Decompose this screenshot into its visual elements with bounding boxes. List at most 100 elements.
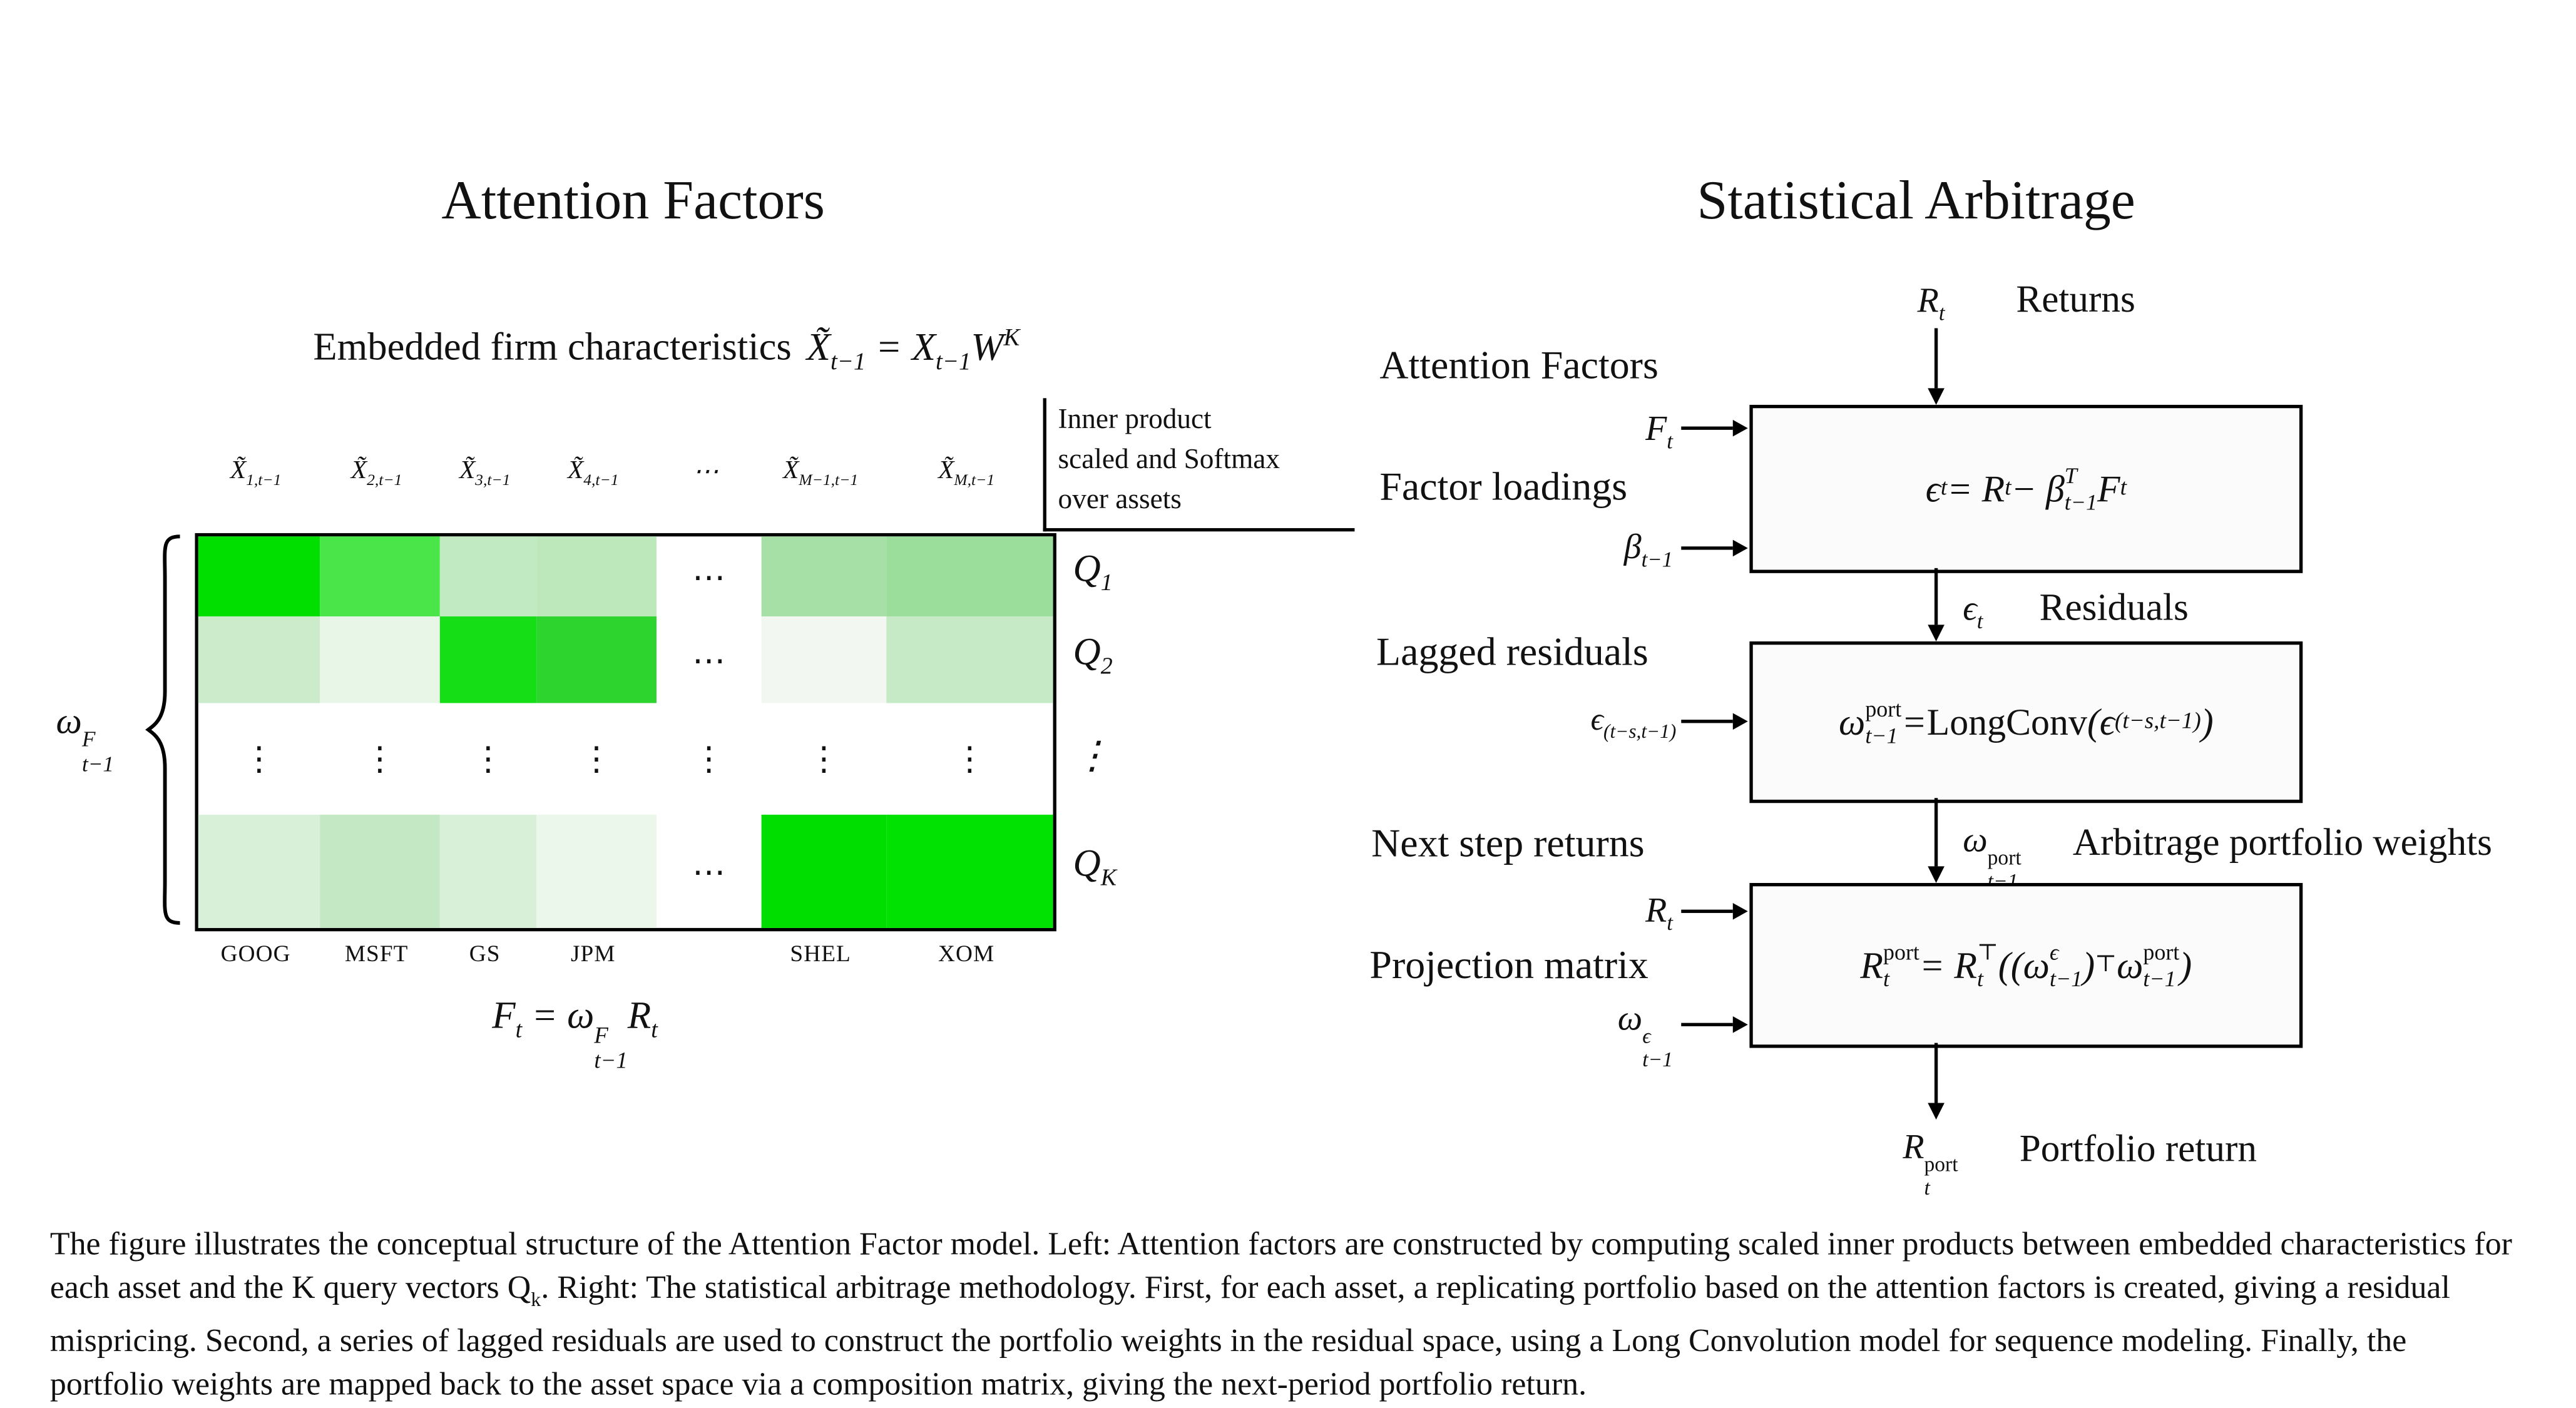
- matrix-row: ⋯: [198, 616, 1053, 703]
- ticker-label: GOOG: [220, 942, 291, 968]
- corner-note-line-1: Inner product: [1058, 403, 1212, 435]
- matrix-cell: [439, 814, 537, 928]
- arrow-beta-icon: [1681, 539, 1748, 556]
- box-longconv-formula: ω port t−1 = LongConv (ϵ (t−s,t−1)): [1749, 641, 2303, 803]
- arrow-omega-eps-icon: [1681, 1015, 1748, 1033]
- label-attention-factors: Attention Factors: [1379, 345, 1659, 389]
- arrow-returns-down-icon: [1926, 328, 1944, 405]
- matrix-row-labels: Q1 Q2 ⋮ QK: [1073, 533, 1190, 925]
- matrix-cell: ⋮: [242, 741, 276, 778]
- figure-caption: The figure illustrates the conceptual st…: [49, 1228, 2512, 1404]
- arrow-rt-icon: [1681, 902, 1748, 919]
- matrix-col-header: X̃M−1,t−1: [783, 456, 859, 490]
- matrix-col-header: X̃3,t−1: [459, 456, 511, 490]
- matrix-col-header: ⋯: [692, 458, 719, 487]
- input-omega-eps-math: ω ϵ t−1: [1617, 997, 1673, 1071]
- matrix-tickers: GOOG MSFT GS JPM SHEL XOM: [195, 943, 1050, 970]
- matrix-row: ⋯: [198, 814, 1053, 928]
- embedding-formula: X̃t−1 = Xt−1WK: [806, 325, 1020, 376]
- flow-residuals-math: ϵt: [1963, 588, 1983, 634]
- matrix-row: ⋮ ⋮ ⋮ ⋮ ⋮ ⋮ ⋮: [198, 703, 1053, 814]
- flow-weights-label: Arbitrage portfolio weights: [2072, 821, 2492, 864]
- matrix-cell: [761, 814, 887, 928]
- matrix-cell: ⋮: [807, 741, 841, 778]
- label-factor-loadings: Factor loadings: [1379, 466, 1628, 510]
- matrix-col-header: X̃2,t−1: [350, 456, 402, 490]
- arrow-box2-box3-icon: [1926, 798, 1944, 884]
- matrix-cell: ⋯: [692, 559, 726, 596]
- embedded-characteristics-label: Embedded firm characteristics: [313, 326, 792, 370]
- left-panel-title: Attention Factors: [441, 171, 825, 232]
- matrix-cell: [320, 814, 440, 928]
- matrix-cell: ⋯: [692, 854, 726, 890]
- matrix-row-label: Q1: [1073, 548, 1113, 597]
- ticker-label: [653, 943, 759, 970]
- matrix-cell: ⋮: [953, 741, 987, 778]
- matrix-cell: [886, 536, 1053, 617]
- label-projection-matrix: Projection matrix: [1369, 944, 1648, 988]
- matrix-cell: ⋮: [471, 741, 505, 778]
- matrix-cell: [886, 616, 1053, 703]
- label-next-step-returns: Next step returns: [1371, 823, 1645, 867]
- matrix-cell: ⋮: [580, 741, 613, 778]
- matrix-col-header: X̃M,t−1: [938, 456, 995, 490]
- flow-weights-math: ω port t−1: [1963, 819, 2021, 893]
- factor-matrix-grid: ⋯ ⋯ ⋮ ⋮ ⋮ ⋮ ⋮ ⋮ ⋮ ⋯: [195, 533, 1056, 932]
- ticker-label: GS: [469, 942, 501, 968]
- matrix-cell: [320, 536, 440, 617]
- input-ft-math: Ft: [1645, 408, 1673, 454]
- left-brace-icon: [145, 534, 180, 925]
- matrix-col-headers: X̃1,t−1 X̃2,t−1 X̃3,t−1 X̃4,t−1 ⋯ X̃M−1,t−1 X̃…: [195, 456, 1050, 489]
- matrix-cell: [536, 536, 657, 617]
- matrix-cell: [439, 616, 537, 703]
- flow-residuals-label: Residuals: [2039, 586, 2189, 628]
- matrix-cell: [198, 814, 320, 928]
- matrix-row: ⋯: [198, 536, 1053, 617]
- returns-input-label: Returns: [2016, 278, 2135, 320]
- matrix-cell: [536, 616, 657, 703]
- matrix-row-label: Q2: [1073, 631, 1113, 681]
- corner-note-vline: [1043, 398, 1046, 532]
- matrix-cell: [886, 814, 1053, 928]
- ticker-label: SHEL: [790, 942, 851, 968]
- matrix-col-header: X̃4,t−1: [568, 456, 619, 490]
- corner-note-line-2: scaled and Softmax: [1058, 443, 1280, 475]
- input-lagged-eps-math: ϵ(t−s,t−1): [1590, 703, 1677, 743]
- label-lagged-residuals: Lagged residuals: [1376, 631, 1648, 675]
- matrix-row-label: QK: [1073, 842, 1117, 892]
- matrix-cell: ⋮: [692, 741, 726, 778]
- matrix-cell: [198, 536, 320, 617]
- input-beta-math: βt−1: [1623, 526, 1673, 572]
- ticker-label: XOM: [938, 942, 995, 968]
- arrow-box3-output-icon: [1926, 1043, 1944, 1120]
- matrix-cell: [536, 814, 657, 928]
- corner-note-hline: [1043, 528, 1355, 532]
- matrix-row-label: ⋮: [1073, 733, 1112, 776]
- arrow-box1-box2-icon: [1926, 568, 1944, 641]
- matrix-cell: [439, 536, 537, 617]
- ticker-label: JPM: [570, 942, 616, 968]
- output-portfolio-return-label: Portfolio return: [2019, 1128, 2257, 1170]
- right-panel-title: Statistical Arbitrage: [1697, 171, 2135, 232]
- ticker-label: MSFT: [344, 942, 409, 968]
- corner-note-line-3: over assets: [1058, 483, 1182, 515]
- embedded-characteristics-line: Embedded firm characteristics X̃t−1 = Xt−…: [158, 325, 1175, 377]
- matrix-cell: [761, 536, 887, 617]
- arrow-ft-icon: [1681, 419, 1748, 436]
- returns-input-math: Rt: [1917, 280, 1945, 325]
- matrix-cell: [198, 616, 320, 703]
- corner-note: Inner product scaled and Softmax over as…: [1058, 400, 1375, 520]
- matrix-cell: ⋯: [692, 642, 726, 679]
- arrow-lagged-eps-icon: [1681, 712, 1748, 729]
- matrix-col-header: X̃1,t−1: [230, 456, 282, 490]
- matrix-cell: [761, 616, 887, 703]
- matrix-cell: [320, 616, 440, 703]
- input-rt-math: Rt: [1645, 889, 1673, 936]
- matrix-cell: ⋮: [363, 741, 397, 778]
